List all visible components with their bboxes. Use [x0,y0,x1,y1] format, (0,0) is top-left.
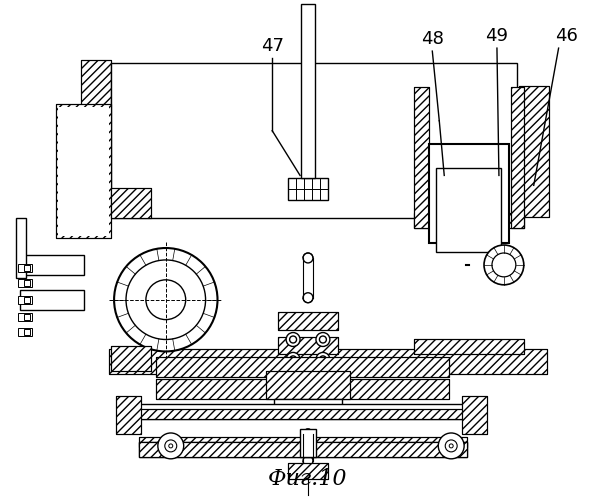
Bar [81,60,111,217]
Bar [415,340,524,354]
Text: 48: 48 [421,30,444,48]
Bar [156,380,449,399]
Bar [274,399,342,417]
Bar [20,290,84,310]
Bar [18,328,31,336]
Bar [139,442,467,457]
Bar [18,312,31,320]
Circle shape [449,444,453,448]
Bar [288,178,328,201]
Bar [415,340,524,354]
Bar [139,409,467,419]
Bar [278,336,338,354]
Circle shape [290,336,296,343]
Circle shape [492,253,516,277]
Bar [436,168,501,252]
Bar [139,409,467,419]
Bar [415,87,429,228]
Bar [300,429,316,457]
Bar [519,86,549,217]
Circle shape [126,260,206,340]
Bar [111,63,517,218]
Bar [111,188,151,218]
Circle shape [114,248,217,352]
Bar [462,396,487,434]
Text: 49: 49 [485,27,508,45]
Bar [23,314,30,320]
Bar [156,380,449,399]
Text: 46: 46 [555,27,578,45]
Bar [266,372,350,399]
Circle shape [303,293,313,302]
Circle shape [438,433,464,459]
Bar [139,437,467,447]
Circle shape [286,332,300,346]
Bar [23,265,30,271]
Bar [139,442,467,457]
Circle shape [303,429,313,439]
Circle shape [146,280,185,320]
Bar [18,296,31,304]
Bar [109,168,546,192]
Bar [109,168,546,192]
Bar [429,144,509,243]
Bar [278,312,338,330]
Bar [288,463,328,478]
Circle shape [320,356,326,363]
Bar [511,87,524,228]
Circle shape [316,352,330,366]
Bar [111,188,151,218]
Circle shape [169,444,172,448]
Bar [519,86,549,217]
Circle shape [303,253,313,263]
Bar [23,296,30,302]
Text: 47: 47 [261,37,284,55]
Circle shape [484,245,524,285]
Bar [301,4,315,178]
Bar [288,463,328,478]
Bar [116,396,141,434]
Bar [156,358,449,378]
Bar [511,87,524,228]
Circle shape [286,352,300,366]
Bar [57,104,111,238]
Bar [415,87,429,228]
Circle shape [320,336,326,343]
Bar [59,107,109,236]
Bar [23,280,30,286]
Bar [109,350,546,374]
Bar [266,372,350,399]
Bar [278,336,338,354]
Bar [139,442,467,457]
Bar [81,60,111,217]
Bar [20,255,84,275]
Circle shape [445,440,457,452]
Bar [462,396,487,434]
Bar [23,328,30,334]
Bar [18,264,31,272]
Bar [415,213,524,228]
Circle shape [165,440,177,452]
Circle shape [158,433,184,459]
Text: Фиг.10: Фиг.10 [268,468,348,489]
Bar [278,312,338,330]
Circle shape [303,456,313,466]
Circle shape [290,356,296,363]
Bar [57,104,111,238]
Bar [111,346,151,372]
Bar [139,404,467,419]
Bar [15,218,26,278]
Circle shape [316,332,330,346]
Bar [18,279,31,287]
Bar [139,437,467,447]
Bar [156,358,449,378]
Bar [109,350,546,374]
Bar [111,346,151,372]
Bar [415,213,524,228]
Bar [116,396,141,434]
